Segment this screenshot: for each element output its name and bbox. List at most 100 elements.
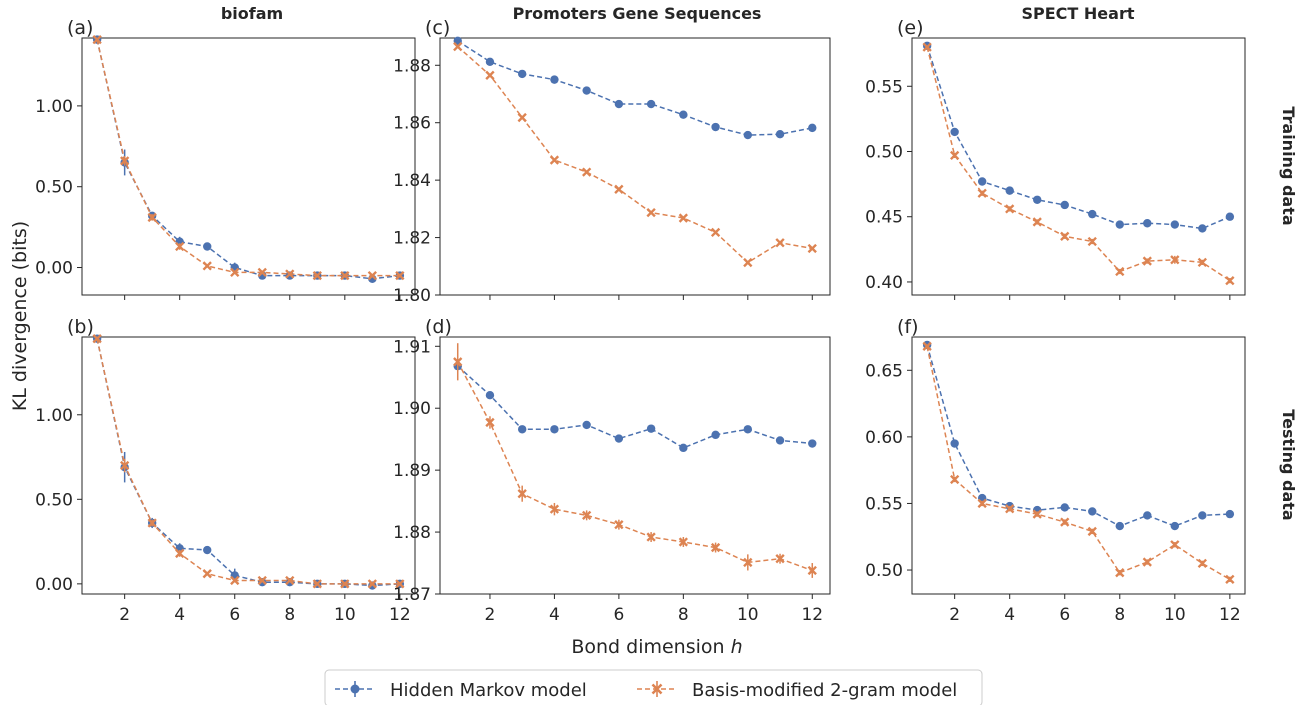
- data-point: [147, 212, 157, 223]
- series-line-bm2g: [96, 338, 400, 585]
- data-point: [614, 184, 624, 194]
- y-tick-label: 1.86: [393, 114, 431, 134]
- panel-frame: [911, 336, 1246, 595]
- x-tick-label: 6: [1059, 605, 1070, 625]
- data-point: [775, 554, 785, 564]
- panel-letter: (e): [897, 17, 924, 39]
- legend-frame: [324, 669, 983, 705]
- panel-letter: (d): [425, 316, 452, 338]
- series-line-hmm: [96, 39, 400, 280]
- data-point: [678, 537, 688, 547]
- x-tick-label: 12: [801, 605, 823, 625]
- data-point: [1032, 217, 1042, 227]
- data-point: [312, 579, 322, 589]
- data-point: [453, 357, 463, 367]
- data-point: [582, 420, 591, 430]
- data-point: [549, 155, 560, 165]
- data-point: [922, 341, 932, 351]
- data-point: [453, 41, 463, 52]
- data-point: [1115, 220, 1124, 229]
- data-point: [485, 57, 495, 67]
- col-title-promoters: Promoters Gene Sequences: [513, 4, 762, 23]
- series-hmm: [92, 334, 405, 590]
- y-tick-label: 1.91: [393, 337, 431, 357]
- data-point: [1225, 276, 1235, 286]
- data-point: [517, 112, 527, 123]
- data-point: [285, 269, 295, 279]
- panel-frame: [81, 37, 416, 296]
- x-tick-label: 6: [613, 605, 624, 625]
- data-point: [807, 565, 817, 576]
- data-point: [710, 227, 721, 238]
- series-line-bm2g: [96, 39, 400, 277]
- data-point: [1170, 540, 1180, 550]
- data-point: [340, 270, 350, 281]
- data-point: [775, 436, 785, 445]
- row-title-training: Training data: [1279, 106, 1298, 225]
- x-tick-label: 8: [1114, 605, 1125, 625]
- data-point: [92, 334, 102, 344]
- series-line-hmm: [926, 45, 1231, 230]
- panel-letter: (b): [67, 316, 94, 338]
- panel-frame: [81, 336, 416, 595]
- data-point: [285, 575, 295, 586]
- data-point: [1005, 204, 1015, 214]
- y-tick-label: 0.50: [35, 178, 73, 198]
- data-point: [550, 75, 559, 84]
- data-point: [92, 34, 102, 45]
- data-point: [230, 575, 240, 586]
- row-title-testing: Testing data: [1279, 409, 1298, 520]
- data-point: [582, 510, 592, 521]
- col-title-biofam: biofam: [221, 4, 283, 23]
- data-point: [743, 130, 753, 140]
- series-hmm: [922, 340, 1235, 531]
- x-tick-label: 10: [334, 605, 356, 625]
- data-point: [1060, 517, 1070, 527]
- data-point: [230, 267, 240, 278]
- data-point: [202, 569, 212, 579]
- panel-frame: [439, 336, 831, 595]
- data-point: [257, 267, 267, 278]
- panel-b: (b) 0.00 0.50 1.00 2 4 6 8 10 12: [35, 316, 416, 625]
- data-point: [775, 129, 785, 139]
- x-tick-label: 2: [119, 605, 130, 625]
- data-point: [614, 519, 624, 530]
- data-point: [517, 69, 527, 79]
- data-point: [1088, 209, 1097, 219]
- y-tick-label: 0.40: [865, 273, 903, 293]
- data-point: [614, 99, 624, 109]
- x-tick-label: 4: [549, 605, 560, 625]
- y-tick-label: 0.55: [865, 77, 903, 97]
- data-point: [950, 150, 960, 161]
- data-point: [203, 242, 212, 251]
- data-point: [1087, 526, 1097, 537]
- data-point: [743, 257, 753, 268]
- data-point: [1142, 256, 1152, 266]
- x-axis-label: Bond dimension h: [571, 636, 742, 658]
- data-point: [977, 177, 987, 186]
- series-bm2g: [92, 34, 405, 281]
- data-point: [517, 425, 527, 434]
- data-point: [1170, 255, 1180, 265]
- data-point: [1115, 568, 1125, 578]
- data-point: [1225, 212, 1235, 221]
- data-point: [1225, 574, 1235, 585]
- data-point: [808, 123, 817, 133]
- x-tick-label: 8: [678, 605, 689, 625]
- y-tick-label: 0.50: [35, 490, 73, 510]
- col-title-spect: SPECT Heart: [1022, 4, 1135, 23]
- panel-frame: [911, 37, 1246, 296]
- data-point: [646, 532, 656, 542]
- data-point: [120, 156, 130, 166]
- data-point: [922, 42, 932, 52]
- data-point: [1060, 200, 1069, 210]
- panels: (a) 0.00 0.50 1.00 (c) 1.80 1.82 1.84 1.86 1.88 (e…: [35, 17, 1246, 625]
- series-bm2g: [453, 343, 817, 578]
- x-tick-label: 10: [737, 605, 759, 625]
- series-line-bm2g: [457, 46, 813, 264]
- data-point: [1197, 558, 1207, 569]
- data-point: [202, 261, 212, 271]
- y-tick-label: 1.00: [35, 97, 73, 117]
- data-point: [147, 518, 157, 528]
